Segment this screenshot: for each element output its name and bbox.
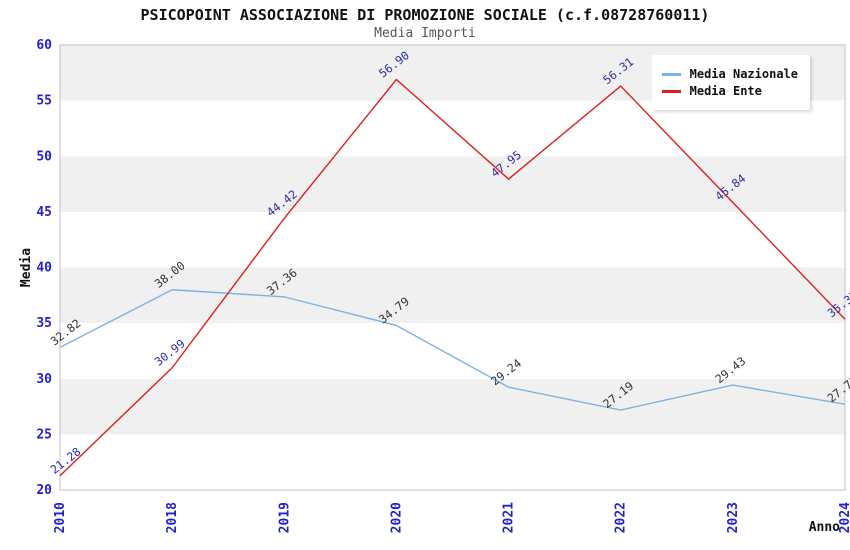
x-axis-title: Anno	[809, 520, 840, 535]
grid-band	[60, 267, 845, 324]
x-tick-label: 2021	[502, 502, 517, 533]
line-swatch-icon	[661, 89, 681, 93]
line-swatch-icon	[661, 72, 681, 76]
y-tick-label: 25	[36, 427, 52, 442]
x-tick-label: 2018	[165, 502, 180, 533]
legend-label: Media Ente	[689, 84, 762, 98]
y-tick-label: 30	[36, 372, 52, 387]
x-tick-label: 2022	[614, 502, 629, 533]
x-tick-label: 2010	[53, 502, 68, 533]
grid-band	[60, 434, 845, 490]
chart-subtitle: Media Importi	[374, 26, 476, 41]
y-tick-label: 35	[36, 316, 52, 331]
y-tick-label: 40	[36, 261, 52, 276]
series-line-media-nazionale	[59, 289, 846, 411]
series-line-media-ente	[59, 78, 846, 477]
x-tick-label: 2024	[838, 502, 850, 533]
y-tick-label: 45	[36, 205, 52, 220]
grid-band	[60, 378, 845, 435]
plot-border	[59, 44, 846, 491]
grid-band	[60, 211, 845, 268]
y-axis-title: Media	[19, 248, 34, 287]
y-tick-label: 50	[36, 149, 52, 164]
legend-item-media-nazionale: Media Nazionale	[661, 67, 798, 81]
legend-label: Media Nazionale	[689, 67, 798, 81]
y-tick-label: 55	[36, 94, 52, 109]
x-tick-label: 2019	[277, 502, 292, 533]
y-tick-label: 20	[36, 483, 52, 498]
legend: Media Nazionale Media Ente	[651, 55, 810, 110]
y-tick-label: 60	[36, 38, 52, 53]
legend-item-media-ente: Media Ente	[661, 84, 798, 98]
grid-band	[60, 323, 845, 379]
chart-title: PSICOPOINT ASSOCIAZIONE DI PROMOZIONE SO…	[140, 6, 710, 24]
x-tick-label: 2020	[389, 502, 404, 533]
x-tick-label: 2023	[726, 502, 741, 533]
